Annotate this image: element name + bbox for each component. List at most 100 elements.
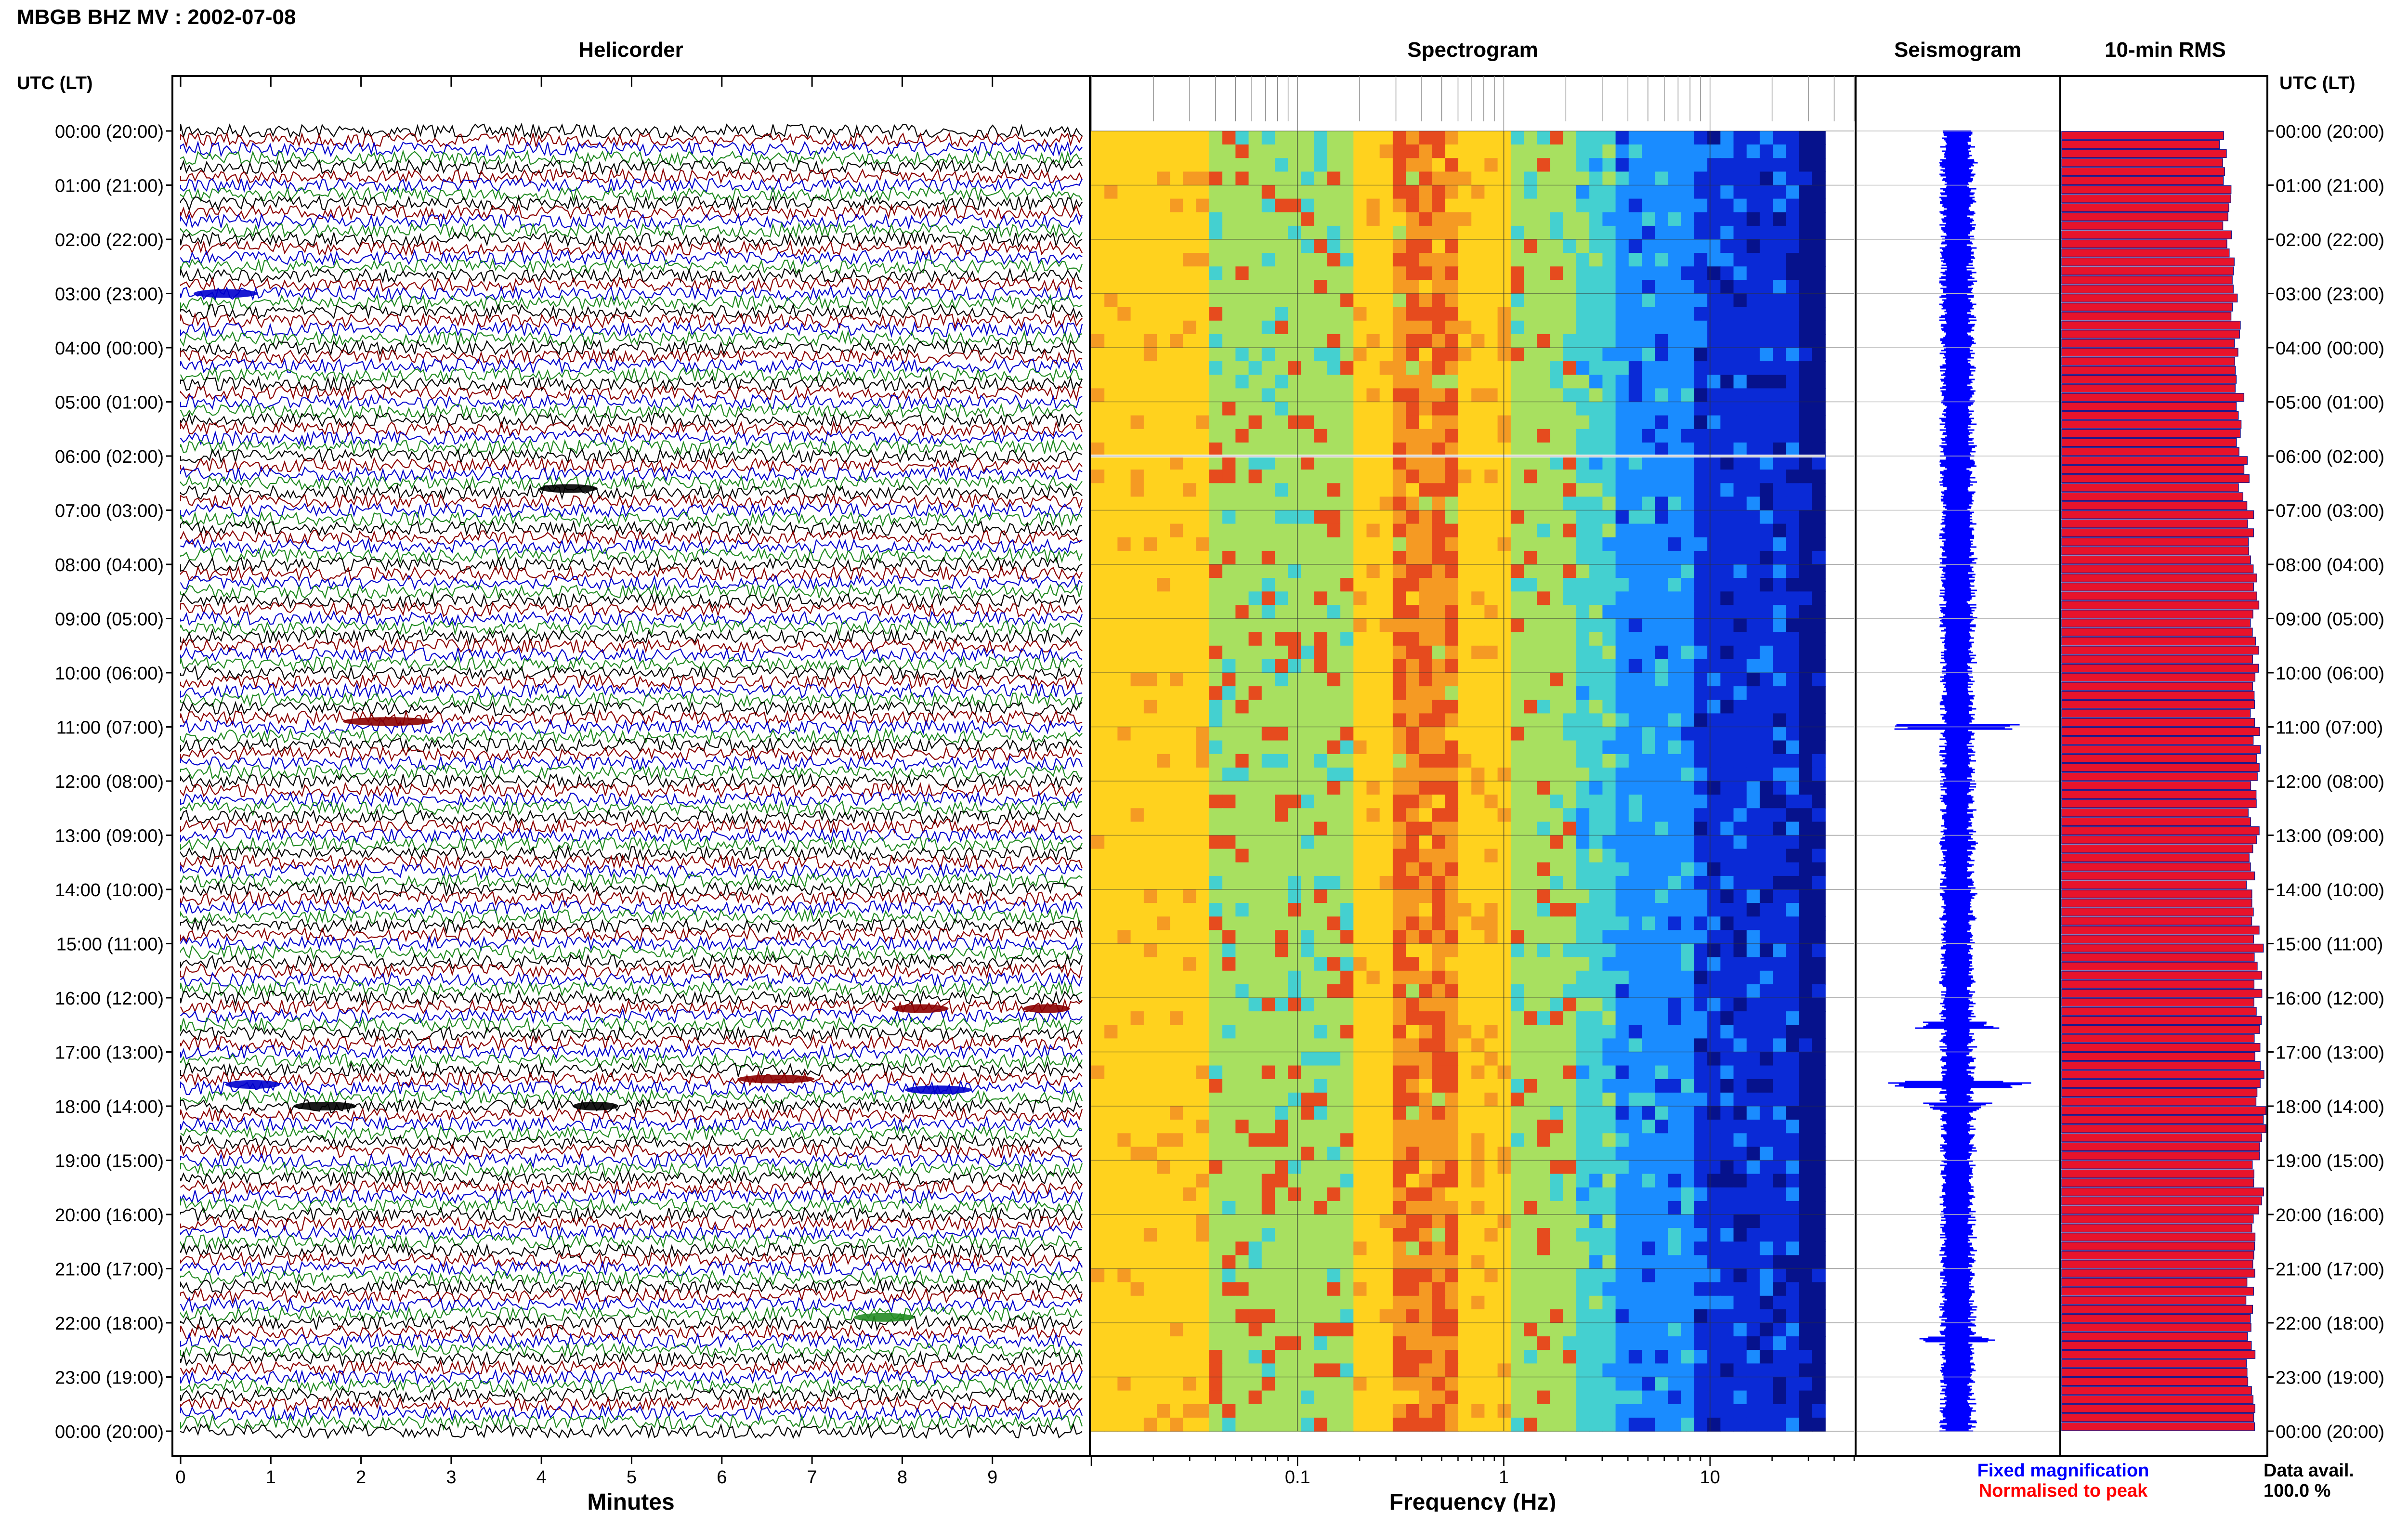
spectrogram-cell <box>1130 1038 1144 1053</box>
spectrogram-cell <box>1786 550 1800 565</box>
spectrogram-cell <box>1432 862 1446 876</box>
spectrogram-cell <box>1471 361 1485 375</box>
spectrogram-cell <box>1301 1052 1315 1066</box>
spectrogram-cell <box>1183 523 1197 538</box>
spectrogram-cell <box>1275 754 1288 768</box>
spectrogram-cell <box>1301 1282 1315 1296</box>
spectrogram-cell <box>1419 1011 1433 1025</box>
spectrogram-cell <box>1261 605 1275 619</box>
spectrogram-cell <box>1524 212 1538 226</box>
spectrogram-cell <box>1655 998 1669 1012</box>
spectrogram-cell <box>1104 1241 1118 1256</box>
spectrogram-cell <box>1602 158 1616 172</box>
spectrogram-cell <box>1799 632 1813 646</box>
spectrogram-cell <box>1602 578 1616 592</box>
spectrogram-cell <box>1799 1011 1813 1025</box>
spectrogram-cell <box>1537 1025 1551 1039</box>
spectrogram-cell <box>1537 632 1551 646</box>
spectrogram-cell <box>1733 903 1747 917</box>
spectrogram-cell <box>1419 334 1433 348</box>
spectrogram-cell <box>1419 795 1433 809</box>
spectrogram-cell <box>1707 848 1721 863</box>
spectrogram-cell <box>1340 171 1354 186</box>
spectrogram-cell <box>1301 930 1315 944</box>
spectrogram-cell <box>1524 225 1538 240</box>
spectrogram-cell <box>1366 1174 1380 1188</box>
spectrogram-cell <box>1288 334 1302 348</box>
spectrogram-cell <box>1091 740 1105 755</box>
spectrogram-cell <box>1694 320 1708 335</box>
spectrogram-cell <box>1458 1228 1472 1242</box>
spectrogram-cell <box>1628 1079 1642 1093</box>
spectrogram-cell <box>1392 930 1406 944</box>
spectrogram-cell <box>1471 1187 1485 1201</box>
spectrogram-cell <box>1694 470 1708 483</box>
spectrogram-cell <box>1563 1147 1577 1161</box>
spectrogram-cell <box>1261 970 1275 985</box>
spectrogram-cell <box>1589 158 1603 172</box>
spectrogram-cell <box>1628 550 1642 565</box>
spectrogram-cell <box>1379 1133 1393 1148</box>
spectrogram-cell <box>1471 943 1485 958</box>
helicorder-trace-line <box>180 357 1083 375</box>
spectrogram-cell <box>1366 429 1380 443</box>
spectrogram-cell <box>1353 375 1367 389</box>
spectrogram-cell <box>1537 1214 1551 1228</box>
spectrogram-cell <box>1642 1241 1655 1256</box>
spectrogram-cell <box>1510 632 1524 646</box>
spectrogram-cell <box>1681 361 1695 375</box>
spectrogram-cell <box>1445 781 1459 795</box>
spectrogram-cell <box>1799 767 1813 782</box>
spectrogram-cell <box>1406 1106 1420 1120</box>
spectrogram-cell <box>1143 862 1157 876</box>
spectrogram-cell <box>1550 1106 1564 1120</box>
spectrogram-cell <box>1143 470 1157 483</box>
spectrogram-cell <box>1655 889 1669 903</box>
spectrogram-cell <box>1248 700 1262 714</box>
spectrogram-cell <box>1235 496 1249 511</box>
spectrogram-cell <box>1196 1174 1210 1188</box>
spectrogram-cell <box>1497 1038 1511 1053</box>
spectrogram-cell <box>1576 198 1590 213</box>
spectrogram-cell <box>1524 1092 1538 1107</box>
spectrogram-cell <box>1222 1133 1236 1148</box>
spectrogram-cell <box>1261 334 1275 348</box>
spectrogram-cell <box>1668 470 1682 483</box>
spectrogram-cell <box>1261 862 1275 876</box>
spectrogram-cell <box>1458 605 1472 619</box>
spectrogram-cell <box>1628 686 1642 700</box>
helicorder-trace-line <box>180 655 1083 672</box>
spectrogram-cell <box>1157 158 1171 172</box>
spectrogram-cell <box>1419 523 1433 538</box>
spectrogram-cell <box>1445 754 1459 768</box>
spectrogram-cell <box>1130 903 1144 917</box>
spectrogram-cell <box>1681 158 1695 172</box>
spectrogram-cell <box>1497 713 1511 728</box>
spectrogram-cell <box>1222 727 1236 741</box>
spectrogram-cell <box>1117 348 1131 362</box>
spectrogram-cell <box>1720 632 1734 646</box>
spectrogram-cell <box>1668 998 1682 1012</box>
spectrogram-cell <box>1628 875 1642 890</box>
spectrogram-cell <box>1288 225 1302 240</box>
spectrogram-cell <box>1642 889 1655 903</box>
spectrogram-cell <box>1275 1160 1288 1175</box>
spectrogram-cell <box>1668 1065 1682 1080</box>
spectrogram-cell <box>1589 1052 1603 1066</box>
spectrogram-cell <box>1261 835 1275 849</box>
spectrogram-cell <box>1524 998 1538 1012</box>
spectrogram-cell <box>1235 1106 1249 1120</box>
spectrogram-cell <box>1104 1052 1118 1066</box>
spectrogram-cell <box>1576 740 1590 755</box>
spectrogram-cell <box>1642 1038 1655 1053</box>
spectrogram-cell <box>1642 198 1655 213</box>
spectrogram-cell <box>1720 496 1734 511</box>
spectrogram-cell <box>1143 632 1157 646</box>
spectrogram-cell <box>1628 1174 1642 1188</box>
spectrogram-cell <box>1222 212 1236 226</box>
spectrogram-cell <box>1602 212 1616 226</box>
spectrogram-cell <box>1628 429 1642 443</box>
spectrogram-cell <box>1471 903 1485 917</box>
spectrogram-cell <box>1786 442 1800 457</box>
spectrogram-cell <box>1406 578 1420 592</box>
